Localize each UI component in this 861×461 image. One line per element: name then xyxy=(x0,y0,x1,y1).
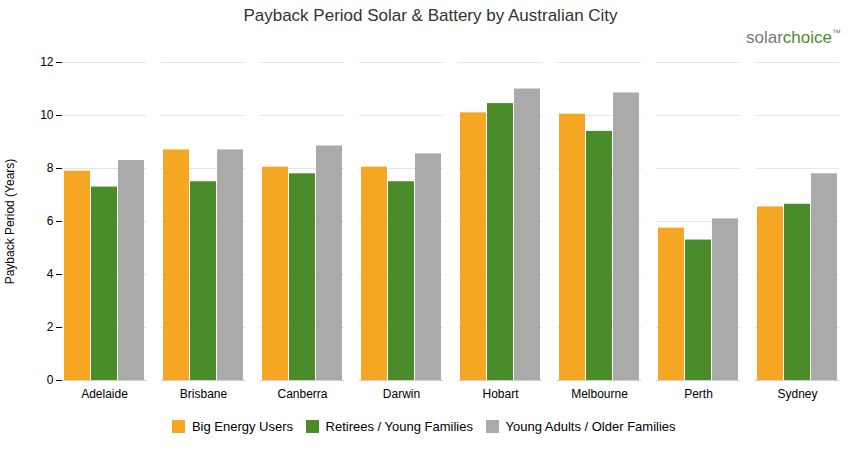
svg-text:8: 8 xyxy=(47,161,54,175)
svg-text:12: 12 xyxy=(40,55,54,69)
svg-text:Canberra: Canberra xyxy=(277,387,327,401)
html-text:Payback Period Solar & Battery: Payback Period Solar & Battery by Austra… xyxy=(243,6,618,25)
svg-text:Darwin: Darwin xyxy=(383,387,420,401)
html-text:solar choice™: solar choice™ xyxy=(746,28,841,47)
svg-text:Melbourne: Melbourne xyxy=(571,387,628,401)
svg-text:4: 4 xyxy=(47,267,54,281)
html-text:Young Adults / Older Families: Young Adults / Older Families xyxy=(505,419,676,434)
svg-text:Hobart: Hobart xyxy=(482,387,519,401)
html-text:Retirees / Young Families: Retirees / Young Families xyxy=(325,419,473,434)
svg-text:Payback Period (Years): Payback Period (Years) xyxy=(3,159,17,285)
svg-text:Brisbane: Brisbane xyxy=(180,387,228,401)
svg-text:6: 6 xyxy=(47,214,54,228)
svg-text:10: 10 xyxy=(40,108,54,122)
svg-text:Perth: Perth xyxy=(684,387,713,401)
svg-text:Sydney: Sydney xyxy=(777,387,817,401)
svg-text:2: 2 xyxy=(47,320,54,334)
svg-text:Adelaide: Adelaide xyxy=(81,387,128,401)
svg-text:0: 0 xyxy=(47,373,54,387)
html-text:Big Energy Users: Big Energy Users xyxy=(191,419,294,434)
